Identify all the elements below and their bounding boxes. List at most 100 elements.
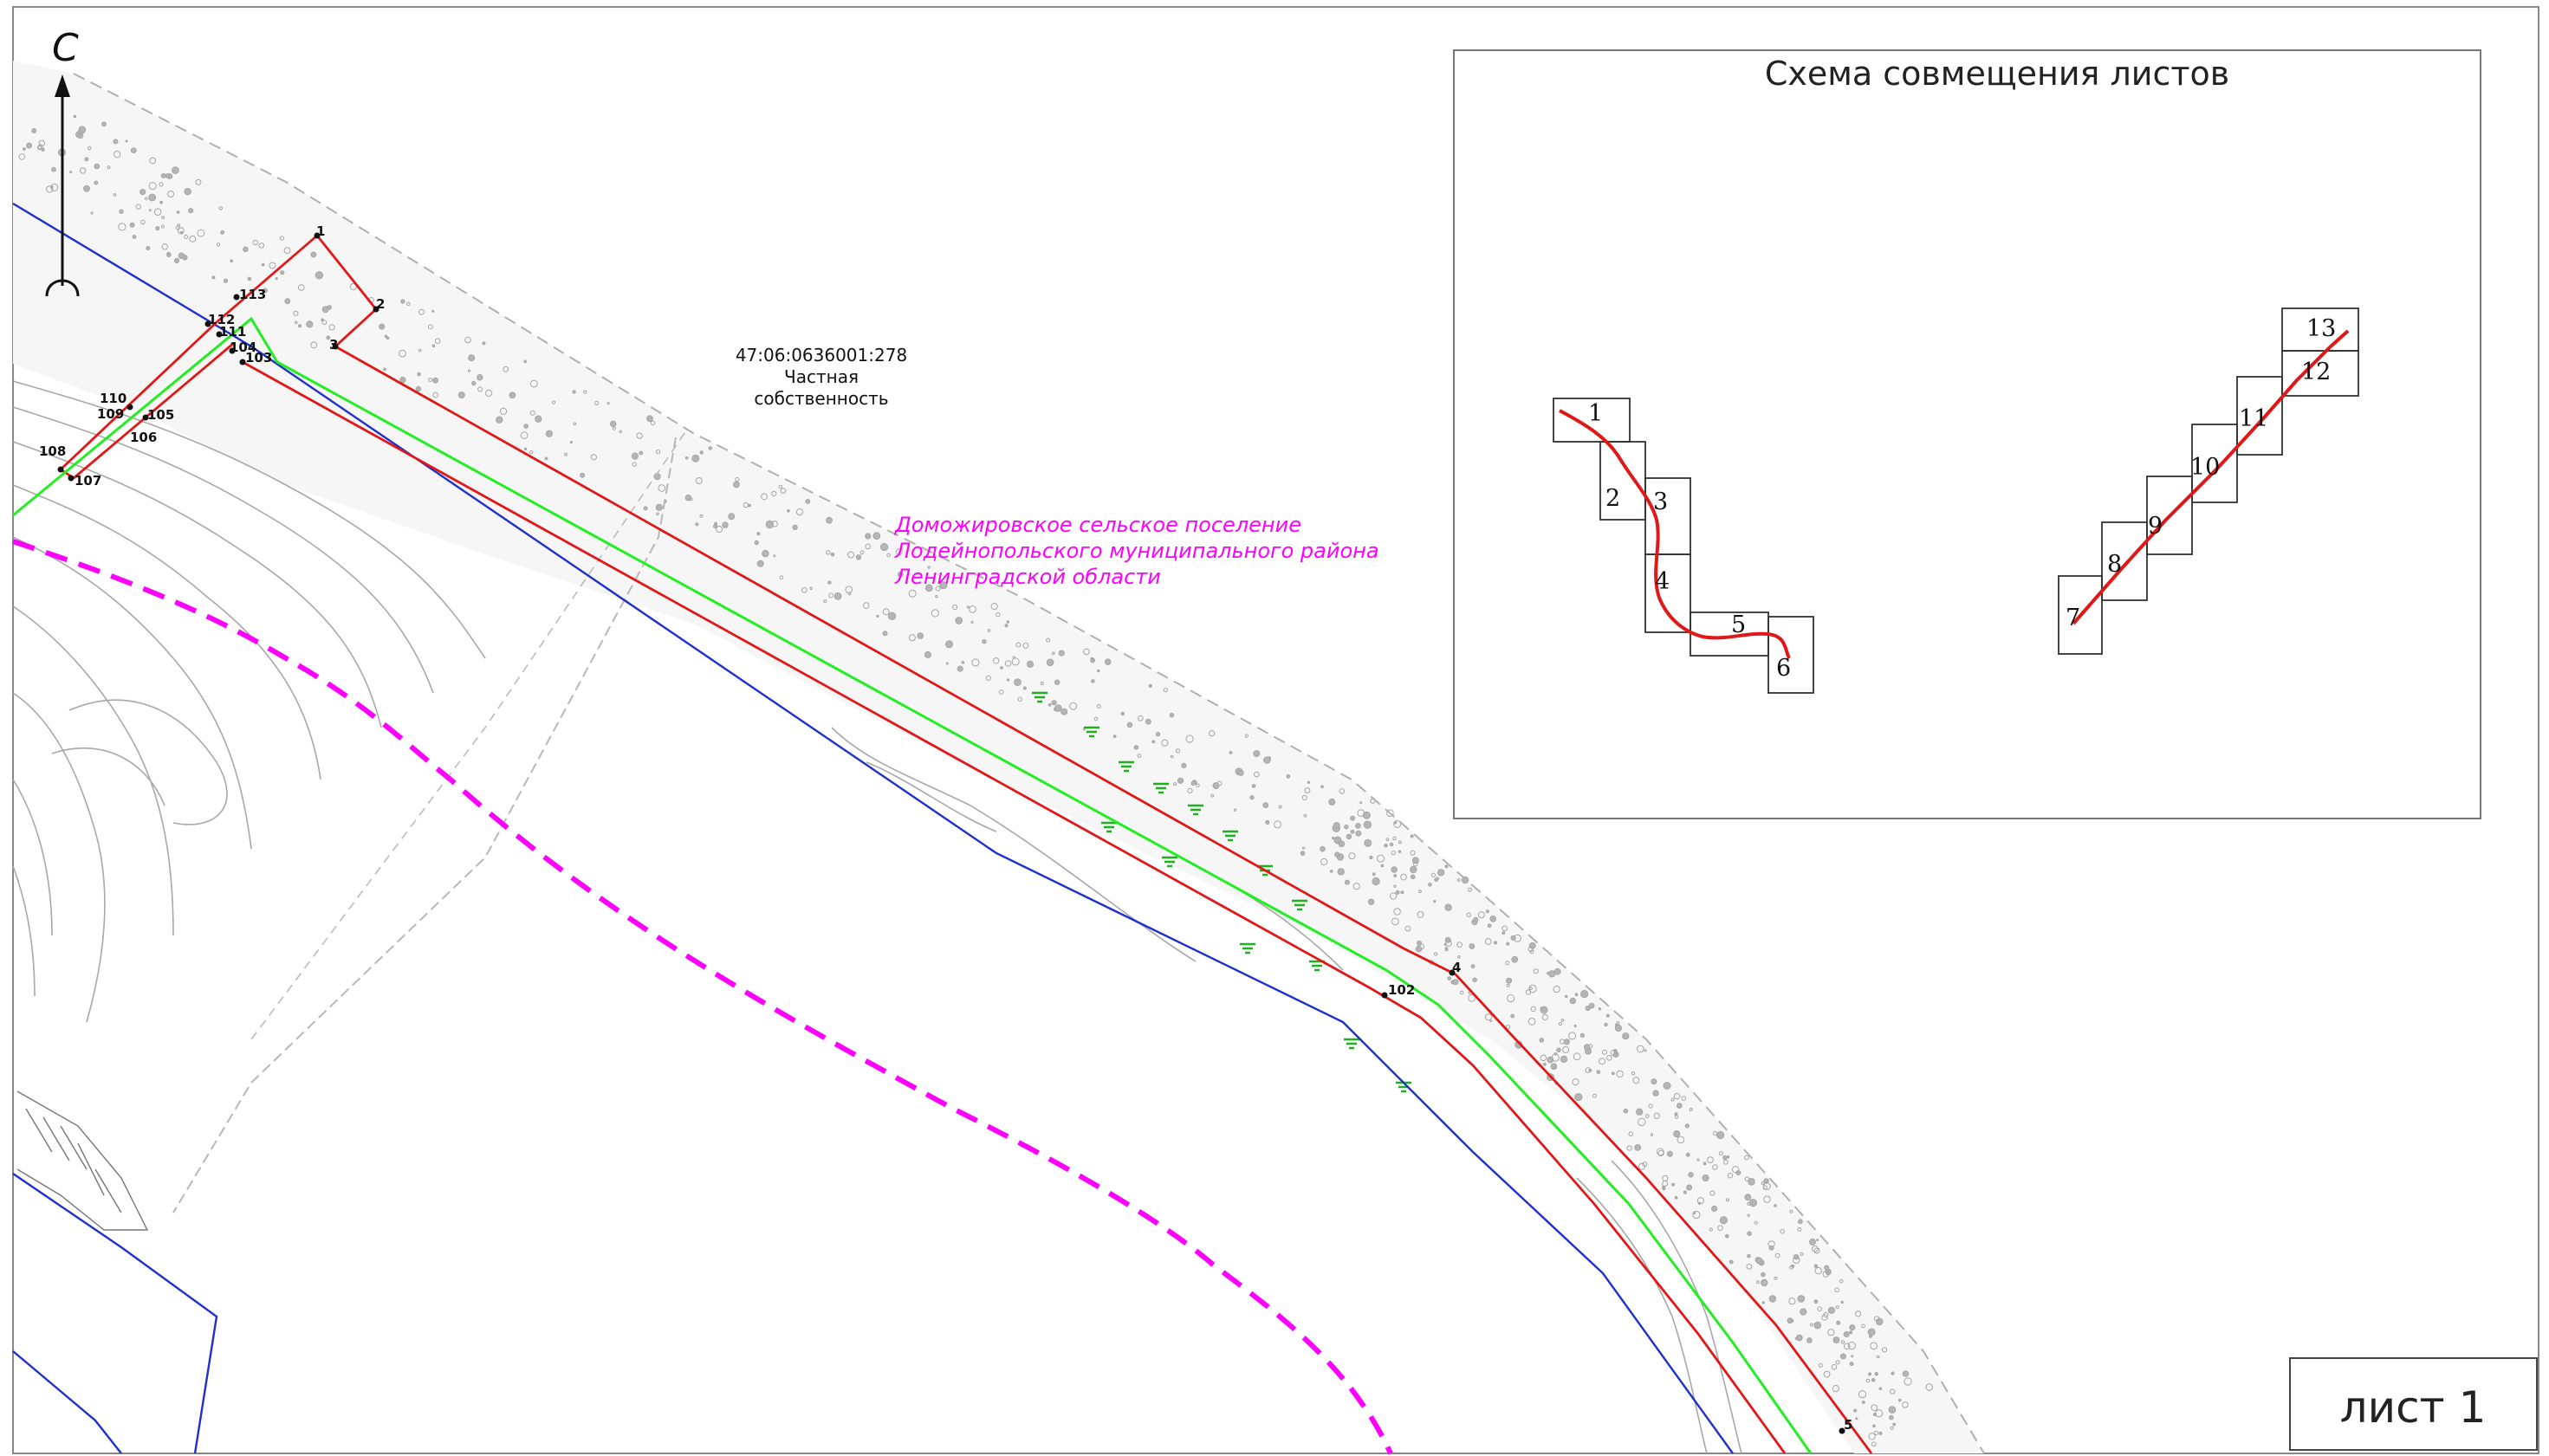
stipple-dot	[1415, 945, 1423, 953]
stipple-dot	[529, 379, 538, 388]
stipple-dot	[457, 392, 465, 399]
stipple-dot	[428, 378, 433, 382]
stipple-dot	[321, 306, 329, 314]
stipple-dot	[400, 299, 405, 304]
stipple-dot	[1890, 1426, 1894, 1430]
stipple-dot	[1832, 1336, 1840, 1344]
stipple-dot	[94, 163, 101, 170]
stipple-dot	[298, 284, 305, 291]
stipple-dot	[643, 506, 648, 511]
stipple-dot	[46, 185, 54, 193]
stipple-dot	[765, 520, 775, 529]
stipple-dot	[1510, 1013, 1515, 1019]
stipple-dot	[1173, 782, 1177, 786]
stipple-dot	[1874, 1371, 1878, 1376]
stipple-dot	[118, 223, 126, 231]
stipple-dot	[957, 665, 963, 672]
stipple-dot	[432, 377, 439, 384]
point-label-113: 113	[239, 287, 266, 302]
stipple-dot	[823, 599, 827, 604]
scheme-num-12: 12	[2301, 359, 2331, 385]
stipple-dot	[1610, 1049, 1618, 1057]
stipple-dot	[833, 592, 842, 600]
point-104	[229, 347, 236, 354]
stipple-dot	[656, 512, 659, 516]
stipple-dot	[1606, 1055, 1612, 1061]
stipple-dot	[1711, 1205, 1718, 1213]
stipple-dot	[1212, 782, 1220, 790]
stipple-dot	[1428, 883, 1432, 887]
stipple-dot	[1328, 798, 1336, 806]
stipple-dot	[280, 270, 285, 275]
stipple-dot	[1716, 1130, 1725, 1140]
stipple-dot	[1902, 1401, 1909, 1408]
stipple-dot	[1774, 1204, 1777, 1207]
ownership-line-1: Частная	[784, 366, 859, 387]
stipple-dot	[955, 617, 963, 624]
stipple-dot	[1525, 989, 1532, 995]
stipple-dot	[1468, 993, 1476, 1002]
stipple-dot	[1400, 890, 1404, 895]
stipple-dot	[1797, 1295, 1806, 1303]
stipple-dot	[855, 554, 862, 560]
stipple-dot	[1337, 868, 1345, 876]
scheme-box-9	[2146, 476, 2193, 555]
stipple-dot	[1367, 898, 1375, 906]
stipple-dot	[1175, 748, 1181, 754]
stipple-dot	[1809, 1323, 1813, 1327]
stipple-dot	[691, 454, 700, 463]
stipple-dot	[1800, 1252, 1804, 1256]
stipple-dot	[771, 490, 777, 497]
stipple-dot	[1814, 1266, 1822, 1275]
stipple-dot	[998, 689, 1004, 695]
stipple-dot	[179, 230, 184, 235]
stipple-dot	[1657, 1149, 1664, 1157]
stipple-dot	[1190, 780, 1196, 786]
stipple-dot	[178, 252, 185, 259]
stipple-dot	[1372, 872, 1376, 877]
stipple-dot	[689, 497, 693, 502]
scheme-num-10: 10	[2190, 454, 2220, 481]
stipple-dot	[931, 609, 939, 618]
stipple-dot	[1163, 687, 1169, 693]
stipple-dot	[1444, 864, 1449, 869]
stipple-dot	[1502, 925, 1508, 932]
stipple-dot	[1851, 1355, 1854, 1358]
stipple-dot	[88, 146, 92, 151]
stipple-dot	[1352, 883, 1360, 890]
scheme-box-11	[2236, 376, 2283, 456]
stipple-dot	[1780, 1228, 1785, 1234]
stipple-dot	[1485, 1013, 1493, 1021]
stipple-dot	[94, 180, 99, 185]
stipple-dot	[1873, 1316, 1880, 1322]
stipple-dot	[189, 235, 197, 243]
stipple-dot	[1601, 1049, 1607, 1055]
stipple-dot	[1011, 657, 1020, 666]
stipple-dot	[167, 191, 175, 197]
stipple-dot	[952, 604, 958, 611]
stipple-dot	[1719, 1216, 1729, 1225]
stipple-dot	[125, 139, 128, 143]
stipple-dot	[1812, 1246, 1819, 1252]
stipple-dot	[1596, 1070, 1601, 1075]
point-label-108: 108	[39, 443, 66, 459]
stipple-dot	[619, 430, 623, 434]
stipple-dot	[1539, 1038, 1545, 1043]
stipple-dot	[1718, 1151, 1723, 1156]
stipple-dot	[859, 550, 865, 555]
red-line-lower	[242, 360, 1787, 1454]
stipple-dot	[966, 605, 970, 609]
stipple-dot	[184, 235, 189, 239]
stipple-dot	[1813, 1264, 1819, 1268]
stipple-dot	[970, 620, 974, 624]
stipple-dot	[223, 278, 229, 283]
stipple-dot	[845, 586, 853, 594]
stipple-dot	[1348, 852, 1356, 860]
stipple-dot	[1196, 783, 1200, 788]
stipple-dot	[243, 246, 249, 252]
stipple-dot	[830, 552, 835, 557]
stipple-dot	[1614, 1024, 1623, 1032]
point-103	[239, 359, 246, 366]
stipple-dot	[1389, 842, 1394, 847]
stipple-dot	[876, 614, 879, 618]
